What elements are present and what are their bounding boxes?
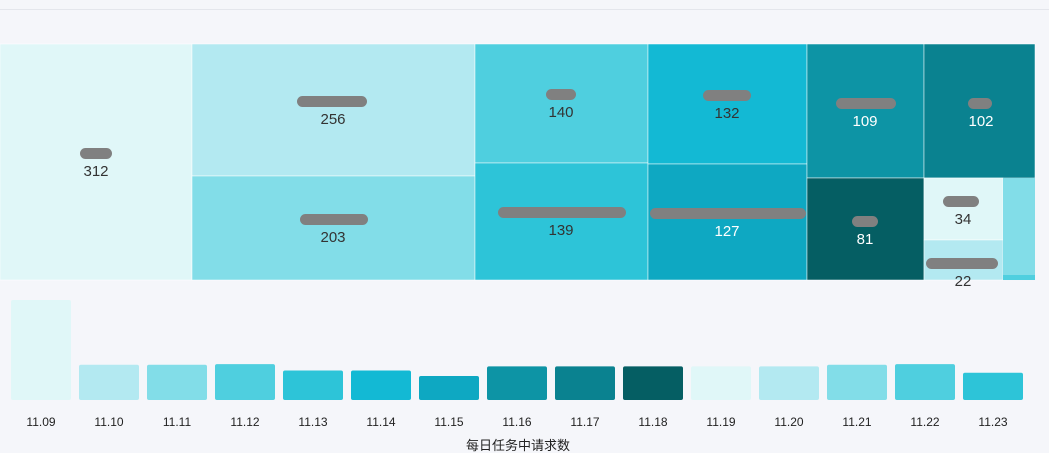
bar[interactable] xyxy=(79,364,139,400)
treemap-cell[interactable] xyxy=(191,175,476,281)
redacted-label xyxy=(703,90,751,101)
redacted-label xyxy=(650,208,806,219)
treemap-value-label: 102 xyxy=(968,113,993,130)
bar[interactable] xyxy=(827,364,887,400)
bar[interactable] xyxy=(487,366,547,400)
bar[interactable] xyxy=(759,366,819,400)
treemap-cell[interactable] xyxy=(806,43,925,179)
treemap-value-label: 256 xyxy=(320,111,345,128)
redacted-label xyxy=(836,98,896,109)
bar[interactable] xyxy=(963,372,1023,400)
bar[interactable] xyxy=(419,375,479,400)
treemap-cell[interactable] xyxy=(806,177,925,281)
redacted-label xyxy=(943,196,979,207)
treemap-cell[interactable] xyxy=(647,163,808,281)
redacted-label xyxy=(297,96,367,107)
redacted-label xyxy=(546,89,576,100)
redacted-label xyxy=(498,207,626,218)
treemap-cell[interactable] xyxy=(647,43,808,165)
treemap-value-label: 140 xyxy=(548,104,573,121)
treemap: 312 256 203 140 139 132 127 109 102 81 34 22 xyxy=(0,43,1036,290)
bar[interactable] xyxy=(351,370,411,400)
x-tick-label: 11.15 xyxy=(434,415,463,429)
bar[interactable] xyxy=(147,364,207,400)
x-tick-label: 11.17 xyxy=(570,415,599,429)
treemap-value-label: 127 xyxy=(714,223,739,240)
x-axis-label: 每日任务中请求数 xyxy=(466,438,570,453)
bar-chart: 11.09 11.10 11.11 11.12 11.13 11.14 11.15 11.16… xyxy=(11,300,1023,429)
top-divider xyxy=(0,0,1049,10)
x-tick-label: 11.12 xyxy=(230,415,259,429)
treemap-value-label: 81 xyxy=(857,231,874,248)
bar[interactable] xyxy=(623,366,683,400)
x-tick-label: 11.16 xyxy=(502,415,531,429)
bar[interactable] xyxy=(283,370,343,400)
x-tick-label: 11.21 xyxy=(842,415,871,429)
x-tick-label: 11.10 xyxy=(94,415,123,429)
x-tick-label: 11.14 xyxy=(366,415,395,429)
treemap-value-label: 109 xyxy=(852,113,877,130)
x-tick-label: 11.20 xyxy=(774,415,803,429)
redacted-label xyxy=(80,148,112,159)
x-tick-label: 11.11 xyxy=(163,415,192,429)
treemap-cell[interactable] xyxy=(191,43,476,177)
treemap-value-label: 132 xyxy=(714,105,739,122)
bar[interactable] xyxy=(11,300,71,400)
bar[interactable] xyxy=(555,366,615,400)
redacted-label xyxy=(968,98,992,109)
x-tick-label: 11.18 xyxy=(638,415,667,429)
treemap-cell[interactable] xyxy=(474,162,649,281)
redacted-label xyxy=(852,216,878,227)
treemap-cell[interactable] xyxy=(0,43,193,281)
treemap-value-label: 203 xyxy=(320,229,345,246)
redacted-label xyxy=(926,258,998,269)
treemap-cell[interactable] xyxy=(923,43,1036,179)
bar[interactable] xyxy=(691,366,751,400)
bar[interactable] xyxy=(895,364,955,400)
treemap-cell-sliver[interactable] xyxy=(1003,275,1035,280)
treemap-value-label: 34 xyxy=(955,211,972,228)
redacted-label xyxy=(300,214,368,225)
treemap-cell-sliver[interactable] xyxy=(1003,178,1035,275)
x-tick-label: 11.19 xyxy=(706,415,735,429)
x-tick-label: 11.13 xyxy=(298,415,327,429)
treemap-value-label: 312 xyxy=(83,163,108,180)
x-tick-label: 11.22 xyxy=(910,415,939,429)
treemap-value-label: 22 xyxy=(955,273,972,290)
treemap-cell[interactable] xyxy=(923,177,1004,241)
treemap-value-label: 139 xyxy=(548,222,573,239)
treemap-cell[interactable] xyxy=(474,43,649,164)
x-tick-label: 11.09 xyxy=(26,415,55,429)
x-tick-label: 11.23 xyxy=(978,415,1007,429)
bar[interactable] xyxy=(215,364,275,400)
